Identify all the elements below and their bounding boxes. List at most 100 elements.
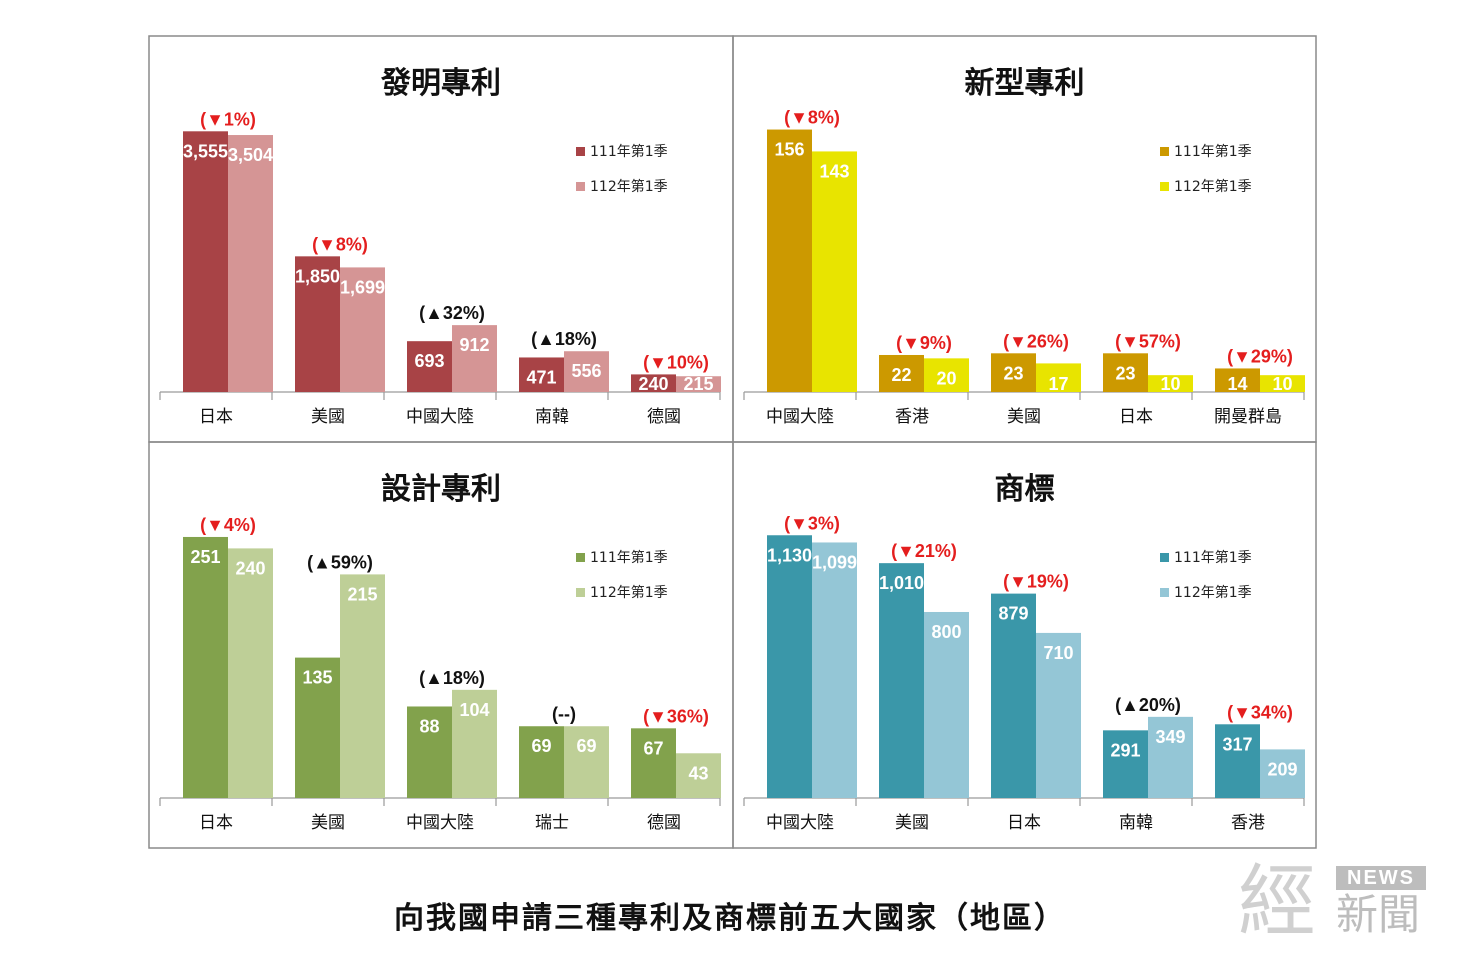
category-label: 開曼群島 (1214, 407, 1282, 427)
bar (228, 135, 273, 393)
chart-title: 新型專利 (965, 66, 1085, 101)
data-label: 3,555 (183, 141, 228, 161)
bar (924, 611, 969, 798)
change-label: (▼21%) (891, 541, 957, 561)
data-label: 556 (571, 361, 601, 381)
data-label: 215 (683, 374, 713, 394)
legend-entry: 111年第1季 (590, 549, 668, 566)
news-logo: 經 NEWS 新聞 (1238, 860, 1438, 950)
data-label: 156 (774, 140, 804, 160)
bar (340, 574, 385, 798)
data-label: 710 (1043, 643, 1073, 663)
bar (1148, 375, 1193, 392)
data-label: 10 (1160, 374, 1180, 394)
bar (407, 706, 452, 798)
data-label: 17 (1048, 374, 1068, 394)
data-label: 67 (643, 738, 663, 758)
bar (991, 593, 1036, 798)
category-label: 中國大陸 (406, 407, 474, 427)
data-label: 251 (190, 547, 220, 567)
category-label: 美國 (895, 813, 929, 833)
data-label: 317 (1222, 734, 1252, 754)
bar (519, 357, 564, 392)
data-label: 209 (1267, 759, 1297, 779)
bar (1215, 368, 1260, 392)
data-label: 693 (414, 351, 444, 371)
data-label: 215 (347, 584, 377, 604)
bar (812, 542, 857, 798)
data-label: 879 (998, 604, 1028, 624)
category-label: 美國 (311, 813, 345, 833)
category-label: 德國 (647, 407, 681, 427)
data-label: 1,010 (879, 573, 924, 593)
bar (924, 358, 969, 392)
bar (228, 548, 273, 798)
data-label: 800 (931, 622, 961, 642)
data-label: 69 (576, 736, 596, 756)
logo-sub-text: 新聞 (1336, 890, 1421, 939)
change-label: (▼9%) (896, 333, 952, 353)
data-label: 14 (1227, 374, 1247, 394)
change-label: (▲32%) (419, 303, 485, 323)
bar (676, 753, 721, 798)
bar (767, 129, 812, 392)
change-label: (▼29%) (1227, 346, 1293, 366)
change-label: (▼8%) (784, 108, 840, 128)
data-label: 135 (302, 668, 332, 688)
change-label: (▲18%) (531, 329, 597, 349)
change-label: (▼3%) (784, 513, 840, 533)
bar (991, 353, 1036, 392)
bar (767, 535, 812, 798)
bar (183, 131, 228, 393)
panel-border (732, 441, 1317, 849)
category-label: 美國 (1007, 407, 1041, 427)
bar (564, 726, 609, 798)
category-label: 香港 (895, 407, 929, 427)
legend-swatch (576, 147, 585, 156)
category-label: 香港 (1231, 813, 1265, 833)
data-label: 20 (936, 368, 956, 388)
figure-caption: 向我國申請三種專利及商標前五大國家（地區） (394, 901, 1066, 936)
change-label: (--) (552, 704, 576, 724)
bar (519, 726, 564, 798)
bar (879, 563, 924, 798)
data-label: 1,130 (767, 545, 812, 565)
change-label: (▼19%) (1003, 572, 1069, 592)
change-label: (▼34%) (1227, 702, 1293, 722)
data-label: 471 (526, 367, 556, 387)
bar (1148, 716, 1193, 798)
change-label: (▼57%) (1115, 331, 1181, 351)
change-label: (▼8%) (312, 234, 368, 254)
bar (1260, 749, 1305, 798)
data-label: 23 (1003, 363, 1023, 383)
legend-swatch (1160, 553, 1169, 562)
chart-title: 設計專利 (381, 472, 501, 507)
bar (295, 256, 340, 392)
category-label: 南韓 (1119, 813, 1153, 833)
bar (1103, 353, 1148, 392)
change-label: (▼26%) (1003, 331, 1069, 351)
change-label: (▼1%) (200, 109, 256, 129)
change-label: (▲59%) (307, 552, 373, 572)
legend-entry: 111年第1季 (1174, 143, 1252, 160)
change-label: (▼10%) (643, 352, 709, 372)
data-label: 3,504 (228, 145, 273, 165)
bar (1036, 363, 1081, 392)
data-label: 88 (419, 716, 439, 736)
legend-entry: 112年第1季 (590, 584, 668, 601)
data-label: 143 (819, 161, 849, 181)
logo-news-badge: NEWS (1336, 866, 1426, 890)
category-label: 日本 (1119, 407, 1153, 427)
category-label: 德國 (647, 813, 681, 833)
bar (340, 267, 385, 392)
bar (1215, 724, 1260, 798)
chart-title: 發明專利 (380, 66, 501, 101)
data-label: 69 (531, 736, 551, 756)
bar (295, 657, 340, 798)
data-label: 22 (891, 365, 911, 385)
data-label: 349 (1155, 727, 1185, 747)
